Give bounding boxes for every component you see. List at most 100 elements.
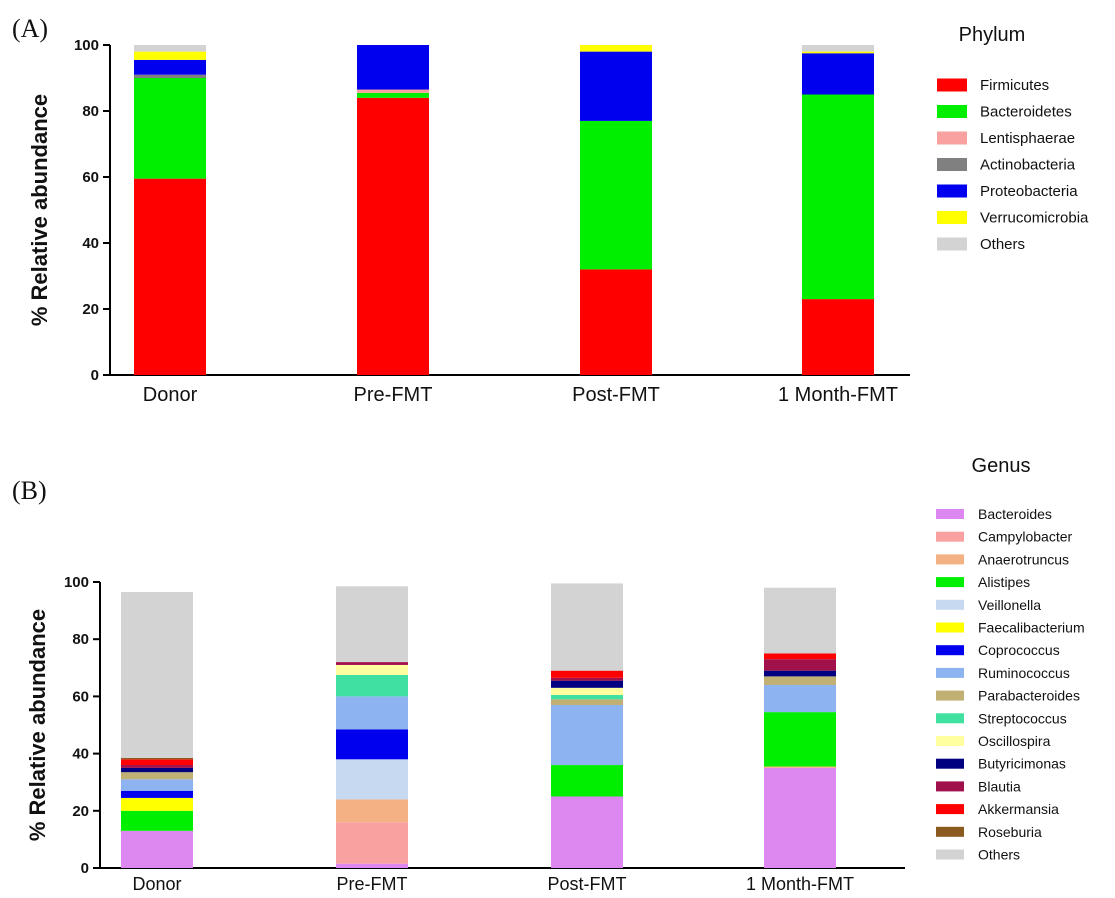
x-category-label: 1 Month-FMT xyxy=(778,384,898,406)
bar-segment-1-month-fmt-ruminococcus xyxy=(764,684,836,713)
bar-segment-post-fmt-alistipes xyxy=(551,765,623,797)
legend-label-firmicutes: Firmicutes xyxy=(980,77,1049,94)
y-tick-label: 80 xyxy=(82,103,99,120)
legend-swatch-proteobacteria xyxy=(937,184,967,198)
legend-label-roseburia: Roseburia xyxy=(978,824,1042,840)
bar-segment-donor-ruminococcus xyxy=(121,779,193,791)
bar-segment-post-fmt-butyricimonas xyxy=(551,680,623,688)
genus-stacked-bar-chart: 0 20 40 60 80 100 % Relative abundance Donor Pre… xyxy=(25,455,1085,894)
legend-swatch-butyricimonas xyxy=(936,758,964,769)
y-axis-label: % Relative abundance xyxy=(27,94,52,326)
bar-segment-pre-fmt-veillonella xyxy=(336,759,408,800)
legend-label-others: Others xyxy=(980,236,1025,253)
phylum-stacked-bar-chart: 0 20 40 60 80 100 % Relative abundance Donor Pre… xyxy=(27,24,1089,406)
bar-segment-1-month-fmt-alistipes xyxy=(764,712,836,767)
bar-segment-post-fmt-parabacteroides xyxy=(551,699,623,705)
legend-label-campylobacter: Campylobacter xyxy=(978,529,1072,545)
legend-swatch-alistipes xyxy=(936,577,964,588)
legend-swatch-coprococcus xyxy=(936,645,964,656)
legend-swatch-veillonella xyxy=(936,599,964,610)
bar-segment-donor-roseburia xyxy=(121,757,193,760)
y-tick-label: 60 xyxy=(72,688,89,705)
bar-segment-pre-fmt-coprococcus xyxy=(336,729,408,760)
legend-label-alistipes: Alistipes xyxy=(978,574,1030,590)
y-tick-label: 40 xyxy=(72,746,89,763)
y-tick-label: 20 xyxy=(82,301,99,318)
legend-swatch-streptococcus xyxy=(936,713,964,724)
bar-segment-donor-faecalibacterium xyxy=(121,797,193,811)
bar-segment-1-month-fmt-proteobacteria xyxy=(802,53,874,95)
legend-swatch-ruminococcus xyxy=(936,667,964,678)
legend-label-coprococcus: Coprococcus xyxy=(978,642,1060,658)
bar-segment-post-fmt-streptococcus xyxy=(551,694,623,700)
bar-segment-1-month-fmt-bacteroidetes xyxy=(802,94,874,300)
legend-label-others: Others xyxy=(978,847,1020,863)
y-tick-label: 0 xyxy=(91,367,99,384)
bar-segment-donor-alistipes xyxy=(121,810,193,831)
legend-label-bacteroidetes: Bacteroidetes xyxy=(980,104,1072,121)
x-category-label: Donor xyxy=(132,874,181,894)
legend-label-anaerotruncus: Anaerotruncus xyxy=(978,551,1069,567)
legend-swatch-anaerotruncus xyxy=(936,554,964,565)
bar-segment-1-month-fmt-others xyxy=(802,45,874,52)
legend-title: Genus xyxy=(972,455,1031,477)
y-tick-label: 100 xyxy=(74,37,99,54)
legend-swatch-others xyxy=(936,849,964,860)
bar-segment-pre-fmt-campylobacter xyxy=(336,822,408,864)
legend-swatch-blautia xyxy=(936,781,964,792)
x-category-label: Donor xyxy=(143,384,198,406)
legend-swatch-campylobacter xyxy=(936,531,964,542)
bar-segment-1-month-fmt-verrucomicrobia xyxy=(802,51,874,54)
y-tick-label: 20 xyxy=(72,803,89,820)
bar-segment-post-fmt-akkermansia xyxy=(551,670,623,678)
bar-segment-1-month-fmt-others xyxy=(764,587,836,654)
legend-label-streptococcus: Streptococcus xyxy=(978,710,1067,726)
bar-segment-donor-firmicutes xyxy=(134,178,206,375)
bar-segment-donor-proteobacteria xyxy=(134,59,206,75)
legend-label-akkermansia: Akkermansia xyxy=(978,801,1059,817)
legend-swatch-parabacteroides xyxy=(936,690,964,701)
legend-swatch-roseburia xyxy=(936,826,964,837)
bar-segment-donor-verrucomicrobia xyxy=(134,51,206,60)
bar-segment-pre-fmt-others xyxy=(336,586,408,663)
bar-segment-pre-fmt-firmicutes xyxy=(357,97,429,376)
legend-swatch-oscillospira xyxy=(936,736,964,746)
legend-label-blautia: Blautia xyxy=(978,778,1021,794)
legend-swatch-akkermansia xyxy=(936,804,964,815)
legend-label-proteobacteria: Proteobacteria xyxy=(980,183,1078,200)
bar-segment-donor-akkermansia xyxy=(121,759,193,766)
bar-segment-1-month-fmt-bacteroides xyxy=(764,767,836,868)
genus-chart-panel: (B) 0 20 40 60 80 100 % Relative abundance Dono… xyxy=(0,450,1115,898)
bar-segment-donor-bacteroides xyxy=(121,830,193,868)
legend-label-bacteroides: Bacteroides xyxy=(978,506,1052,522)
legend-label-oscillospira: Oscillospira xyxy=(978,733,1051,749)
y-tick-label: 60 xyxy=(82,169,99,186)
bar-segment-1-month-fmt-anaerotruncus xyxy=(764,766,836,768)
bar-segment-pre-fmt-bacteroides xyxy=(336,863,408,868)
legend-label-butyricimonas: Butyricimonas xyxy=(978,756,1066,772)
bar-segment-pre-fmt-blautia xyxy=(336,662,408,665)
bar-segment-post-fmt-ruminococcus xyxy=(551,704,623,766)
y-tick-label: 40 xyxy=(82,235,99,252)
panel-label-b: (B) xyxy=(12,476,47,505)
legend-title: Phylum xyxy=(959,24,1026,46)
bar-segment-1-month-fmt-parabacteroides xyxy=(764,676,836,685)
bar-segment-pre-fmt-streptococcus xyxy=(336,674,408,697)
legend-swatch-faecalibacterium xyxy=(936,622,964,633)
bar-segment-1-month-fmt-akkermansia xyxy=(764,653,836,660)
bar-segment-post-fmt-firmicutes xyxy=(580,269,652,375)
phylum-chart-panel: (A) 0 20 40 60 80 100 % Relative abundance Dono… xyxy=(0,0,1115,440)
bar-segment-post-fmt-proteobacteria xyxy=(580,51,652,121)
bar-segment-donor-others xyxy=(134,45,206,52)
legend-swatch-bacteroidetes xyxy=(937,105,967,118)
bar-segment-donor-bacteroidetes xyxy=(134,78,206,179)
legend-label-actinobacteria: Actinobacteria xyxy=(980,157,1076,174)
y-tick-label: 0 xyxy=(81,860,89,877)
bar-segment-donor-others xyxy=(121,592,193,758)
legend-label-lentisphaerae: Lentisphaerae xyxy=(980,130,1075,147)
bar-segment-donor-blautia xyxy=(121,765,193,768)
bar-segment-1-month-fmt-butyricimonas xyxy=(764,670,836,677)
legend-swatch-lentisphaerae xyxy=(937,131,967,145)
bar-segment-pre-fmt-ruminococcus xyxy=(336,696,408,730)
bar-segment-post-fmt-others xyxy=(551,583,623,671)
